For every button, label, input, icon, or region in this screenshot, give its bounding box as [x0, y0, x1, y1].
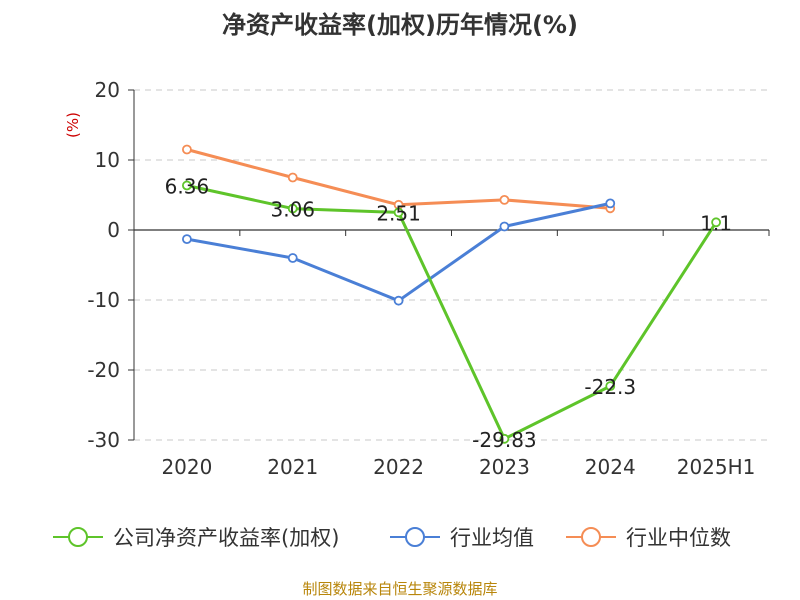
- data-point: [499, 194, 510, 205]
- data-point: [182, 180, 192, 191]
- y-tick-label: -10: [87, 288, 120, 312]
- series-lines: [182, 144, 721, 444]
- data-label: 3.06: [270, 198, 315, 222]
- legend-label: 行业中位数: [626, 526, 731, 550]
- data-point: [287, 172, 298, 183]
- axes: 20 10 0 -10 -20 -30 2020 2021 2022 2023 2024 2025H1: [87, 78, 770, 479]
- gridlines: [134, 89, 769, 441]
- x-tick-label: 2023: [479, 455, 530, 479]
- x-tick-label: 2022: [373, 455, 424, 479]
- y-tick-label: 20: [95, 78, 120, 102]
- data-label: 6.36: [165, 174, 210, 198]
- legend-item: 行业中位数: [566, 526, 731, 550]
- data-point: [287, 203, 298, 214]
- legend-marker: [68, 527, 88, 547]
- legend-label: 行业均值: [450, 526, 534, 550]
- y-tick-label: 10: [95, 148, 120, 172]
- chart-title: 净资产收益率(加权)历年情况(%): [222, 11, 578, 39]
- x-tick-label: 2025H1: [677, 455, 756, 479]
- data-point: [605, 381, 616, 392]
- data-labels: 6.36 3.06 2.51 -29.83 -22.3 1.1: [165, 174, 732, 451]
- legend: 公司净资产收益率(加权) 行业均值 行业中位数: [53, 526, 731, 550]
- data-label: -22.3: [584, 375, 636, 399]
- x-tick-label: 2021: [267, 455, 318, 479]
- source-note: 制图数据来自恒生聚源数据库: [302, 580, 497, 598]
- y-tick-label: 0: [107, 218, 120, 242]
- series-line: [186, 184, 718, 441]
- data-point: [287, 253, 298, 263]
- y-axis-unit-label: (%): [64, 112, 82, 138]
- data-point: [605, 198, 616, 209]
- legend-marker: [581, 527, 601, 547]
- data-point: [393, 295, 404, 306]
- y-tick-label: -30: [87, 428, 120, 452]
- y-tick-label: -20: [87, 358, 120, 382]
- data-label: 2.51: [376, 201, 421, 225]
- legend-marker: [405, 527, 425, 547]
- legend-item: 公司净资产收益率(加权): [53, 526, 339, 550]
- data-point: [499, 433, 510, 444]
- data-point: [499, 221, 510, 232]
- x-tick-label: 2020: [161, 455, 212, 479]
- x-tick-label: 2024: [585, 455, 636, 479]
- data-point: [393, 207, 404, 218]
- legend-item: 行业均值: [390, 526, 534, 550]
- data-point: [182, 234, 192, 245]
- data-point: [711, 217, 721, 228]
- data-point: [182, 144, 192, 155]
- data-label: -29.83: [472, 428, 536, 452]
- data-label: 1.1: [700, 211, 732, 235]
- legend-label: 公司净资产收益率(加权): [113, 526, 339, 550]
